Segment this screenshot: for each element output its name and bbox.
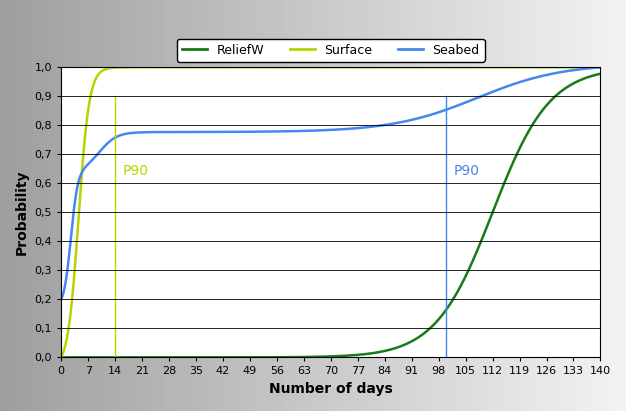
- Surface: [305, 65, 313, 70]
- Seabed: [581, 66, 588, 71]
- Surface: [320, 65, 327, 70]
- Seabed: [597, 65, 604, 70]
- ReliefW: [581, 76, 588, 81]
- Y-axis label: Probability: Probability: [15, 170, 29, 255]
- Seabed: [85, 161, 93, 166]
- Text: P90: P90: [454, 164, 480, 178]
- Surface: [581, 65, 588, 70]
- Seabed: [305, 128, 313, 133]
- Surface: [597, 65, 604, 70]
- Line: Seabed: Seabed: [61, 67, 600, 299]
- Surface: [271, 65, 279, 70]
- Surface: [582, 65, 589, 70]
- ReliefW: [581, 76, 588, 81]
- ReliefW: [320, 354, 327, 359]
- Seabed: [482, 92, 490, 97]
- Surface: [58, 355, 65, 360]
- Text: P90: P90: [123, 164, 149, 178]
- X-axis label: Number of days: Number of days: [269, 382, 393, 396]
- ReliefW: [482, 227, 490, 232]
- Line: Surface: Surface: [61, 67, 600, 358]
- Seabed: [320, 128, 327, 133]
- Legend: ReliefW, Surface, Seabed: ReliefW, Surface, Seabed: [177, 39, 485, 62]
- Surface: [482, 65, 490, 70]
- ReliefW: [58, 355, 65, 360]
- Line: ReliefW: ReliefW: [61, 74, 600, 358]
- Surface: [85, 104, 93, 109]
- Seabed: [581, 66, 588, 71]
- ReliefW: [305, 354, 313, 359]
- ReliefW: [85, 355, 93, 360]
- ReliefW: [597, 71, 604, 76]
- Seabed: [58, 297, 65, 302]
